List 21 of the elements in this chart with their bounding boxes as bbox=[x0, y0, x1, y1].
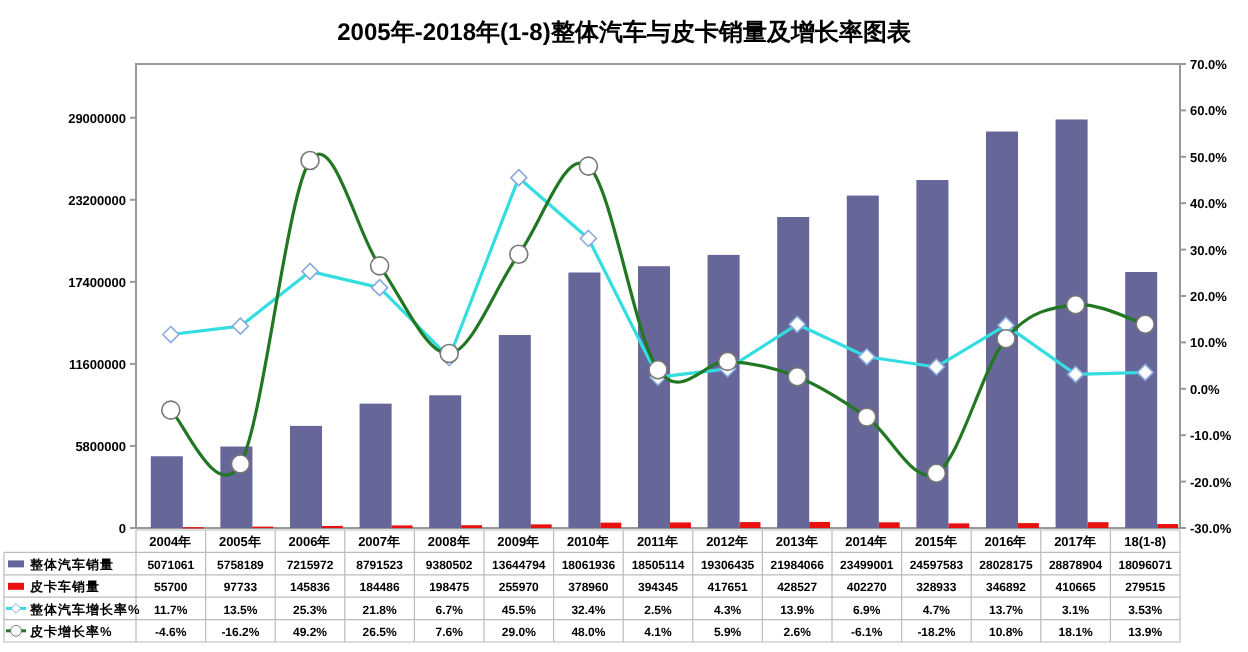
bar bbox=[600, 522, 622, 528]
bar bbox=[707, 254, 740, 528]
bar bbox=[985, 131, 1019, 528]
bar bbox=[739, 522, 761, 528]
bar bbox=[1055, 119, 1088, 528]
bar bbox=[809, 521, 831, 528]
bar bbox=[777, 217, 810, 528]
bar bbox=[429, 395, 462, 528]
bar bbox=[670, 522, 691, 528]
bar bbox=[568, 272, 601, 528]
bar bbox=[1087, 522, 1109, 528]
bar bbox=[359, 403, 392, 528]
bar bbox=[1125, 272, 1158, 528]
bar bbox=[878, 522, 900, 528]
bar bbox=[916, 180, 949, 528]
bar bbox=[150, 456, 183, 528]
bar bbox=[498, 334, 531, 528]
bar bbox=[846, 195, 879, 528]
bar bbox=[637, 266, 671, 528]
bar bbox=[289, 425, 323, 528]
chart-title: 2005年-2018年(1-8)整体汽车与皮卡销量及增长率图表 bbox=[337, 18, 913, 46]
